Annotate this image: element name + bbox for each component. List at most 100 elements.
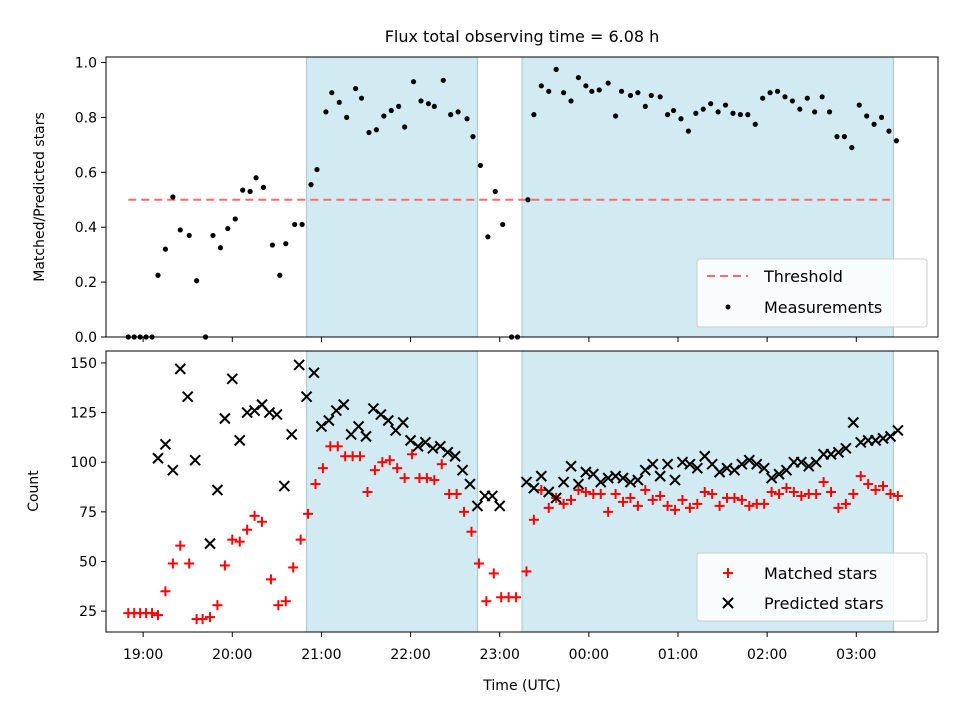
predicted-star-point <box>152 452 164 464</box>
predicted-star-point <box>543 486 555 498</box>
measurement-point <box>308 182 314 188</box>
matched-star-point <box>280 596 291 607</box>
predicted-star-point <box>286 428 298 441</box>
top-panel-x-ticks <box>142 337 857 342</box>
matched-star-point <box>160 586 171 597</box>
matched-star-point <box>528 514 539 525</box>
measurement-point <box>381 113 387 119</box>
measurement-point <box>170 194 176 200</box>
measurement-point <box>596 87 602 93</box>
predicted-star-point <box>595 476 607 488</box>
matched-star-point <box>421 473 432 484</box>
measurement-point <box>177 227 183 233</box>
predicted-star-point <box>404 434 417 447</box>
matched-star-point <box>265 574 276 585</box>
predicted-star-point <box>471 500 484 512</box>
predicted-star-point <box>219 412 231 425</box>
matched-star-point <box>242 524 253 535</box>
predicted-star-point <box>442 446 454 458</box>
matched-star-point <box>429 475 440 486</box>
bottom-y-tick-label: 150 <box>70 356 97 372</box>
bottom-panel-frame <box>105 350 939 633</box>
predicted-star-point <box>713 466 726 478</box>
predicted-star-point <box>639 464 652 476</box>
matched-star-point <box>451 488 462 499</box>
measurement-point <box>531 112 537 118</box>
matched-star-point <box>536 485 547 496</box>
bottom-y-tick-label: 50 <box>79 555 97 571</box>
measurement-point <box>388 107 394 114</box>
matched-star-point <box>175 540 186 551</box>
measurement-point <box>819 94 825 100</box>
matched-star-point <box>729 492 740 503</box>
x-tick-label: 21:00 <box>301 647 341 663</box>
matched-star-point <box>377 457 388 468</box>
x-tick-label: 02:00 <box>747 647 787 663</box>
matched-star-point <box>558 498 569 509</box>
measurement-point <box>648 92 654 99</box>
matched-star-point <box>407 449 418 460</box>
measurement-point <box>553 66 559 72</box>
predicted-star-point <box>449 450 461 462</box>
matched-star-point <box>878 481 889 492</box>
measurement-point <box>402 124 408 130</box>
predicted-star-point <box>647 458 659 470</box>
matched-star-point <box>677 494 688 505</box>
bottom-panel-y-ticks: 25 50 75 100 125 150 <box>70 356 106 620</box>
measurement-point <box>396 103 402 110</box>
matched-star-point <box>488 568 499 579</box>
matched-star-point <box>392 463 403 474</box>
measurement-point <box>336 99 342 105</box>
matched-star-point <box>227 534 238 545</box>
top-panel-y-ticks: 0.0 0.2 0.4 0.6 0.8 1.0 <box>75 55 106 346</box>
measurement-point <box>418 98 424 104</box>
predicted-star-point <box>743 454 756 466</box>
predicted-star-point <box>617 472 629 484</box>
measurement-point <box>618 88 625 94</box>
predicted-star-point <box>434 440 446 453</box>
predicted-star-point <box>338 398 350 411</box>
predicted-star-point <box>278 480 290 492</box>
bottom-y-tick-label: 125 <box>70 406 97 422</box>
measurement-point <box>162 246 169 252</box>
matched-star-point <box>848 488 859 499</box>
matched-star-point <box>788 486 799 497</box>
measurement-point <box>344 114 350 120</box>
measurement-point <box>583 83 589 89</box>
predicted-star-point <box>226 373 238 385</box>
predicted-star-point <box>654 470 666 482</box>
measurement-point <box>708 101 714 107</box>
measurement-point <box>642 103 648 110</box>
x-tick-label: 03:00 <box>836 647 876 663</box>
bottom-panel-y-label: Count <box>26 470 42 512</box>
matched-star-point <box>870 485 881 496</box>
measurements-legend-label: Measurements <box>764 298 882 317</box>
figure-title: Flux total observing time = 6.08 h <box>385 27 660 46</box>
observing-window-1 <box>306 56 478 338</box>
matched-star-point <box>295 534 306 545</box>
matched-stars-legend-plus <box>723 568 733 578</box>
observing-window-1 <box>306 350 478 633</box>
predicted-star-point <box>661 458 674 470</box>
matched-star-point <box>618 496 629 507</box>
matched-star-point <box>595 488 606 499</box>
measurement-point <box>314 166 320 173</box>
measurement-point <box>635 90 641 96</box>
measurement-point <box>277 272 283 278</box>
matched-star-point <box>640 485 651 496</box>
bottom-y-tick-label: 25 <box>79 604 97 620</box>
matched-star-point <box>543 502 554 513</box>
predicted-star-point <box>632 474 644 486</box>
predicted-star-point <box>884 430 897 443</box>
measurement-point <box>849 144 855 151</box>
measurement-point <box>886 128 892 134</box>
matched-star-point <box>147 608 158 619</box>
measurement-point <box>760 95 766 101</box>
predicted-star-point <box>241 406 253 419</box>
matched-star-point <box>355 451 366 462</box>
predicted-stars-legend-cross <box>722 597 734 609</box>
matched-star-point <box>332 441 343 452</box>
predicted-star-point <box>456 464 469 476</box>
matched-stars-legend-label: Matched stars <box>764 564 877 583</box>
matched-star-point <box>736 494 747 505</box>
